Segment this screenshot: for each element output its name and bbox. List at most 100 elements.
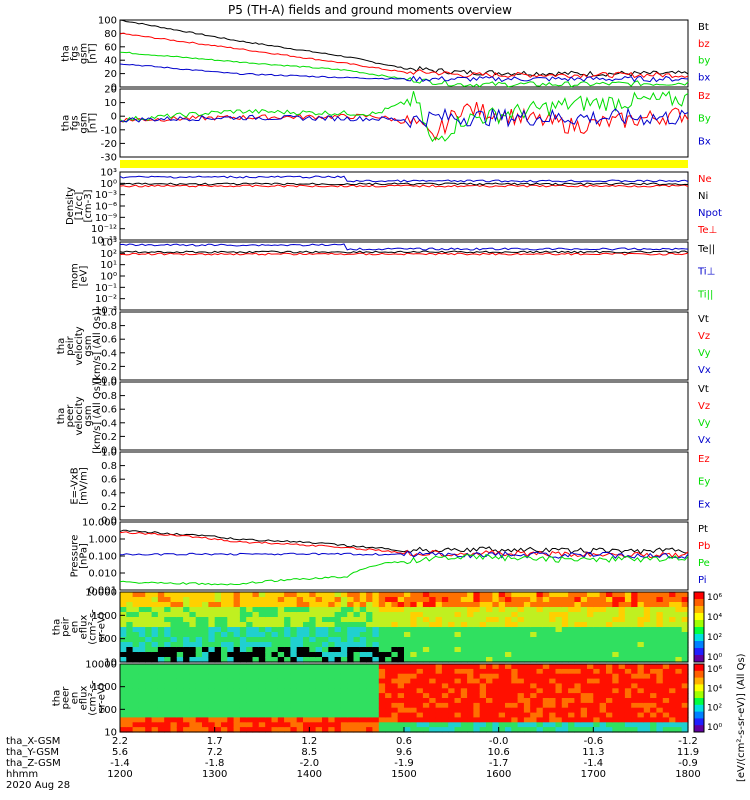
series-bx: [119, 63, 689, 83]
heatmap-cell: [151, 592, 159, 598]
heatmap-cell: [265, 698, 273, 704]
heatmap-cell: [164, 612, 172, 618]
heatmap-cell: [681, 597, 689, 603]
heatmap-cell: [296, 617, 304, 623]
heatmap-cell: [296, 597, 304, 603]
heatmap-cell: [195, 652, 203, 658]
heatmap-cell: [378, 673, 386, 680]
heatmap-cell: [467, 678, 474, 685]
heatmap-cell: [246, 637, 254, 643]
heatmap-cell: [328, 622, 336, 628]
heatmap-cell: [435, 678, 443, 685]
heatmap-cell: [303, 727, 310, 733]
heatmap-cell: [624, 712, 632, 719]
heatmap-cell: [681, 698, 689, 704]
heatmap-cell: [353, 688, 361, 694]
heatmap-cell: [214, 722, 222, 728]
heatmap-cell: [448, 717, 456, 723]
heatmap-cell: [486, 632, 493, 638]
heatmap-cell: [593, 657, 601, 663]
heatmap-cell: [631, 597, 639, 603]
heatmap-cell: [378, 647, 386, 653]
heatmap-cell: [530, 602, 538, 608]
heatmap-cell: [542, 622, 550, 628]
heatmap-cell: [618, 627, 626, 633]
heatmap-cell: [378, 602, 386, 608]
heatmap-cell: [176, 693, 184, 699]
ylabel-line: gsm: [83, 335, 94, 356]
heatmap-cell: [385, 647, 392, 653]
heatmap-cell: [340, 622, 348, 628]
heatmap-cell: [252, 612, 260, 618]
heatmap-cell: [120, 702, 127, 709]
heatmap-cell: [486, 683, 493, 689]
heatmap-cell: [435, 673, 443, 680]
heatmap-cell: [505, 657, 512, 663]
ylabel-line: peir: [61, 616, 72, 636]
heatmap-cell: [290, 642, 298, 648]
heatmap-cell: [397, 717, 405, 723]
heatmap-cell: [233, 642, 241, 648]
heatmap-cell: [385, 612, 392, 618]
heatmap-cell: [347, 673, 355, 680]
heatmap-cell: [176, 712, 184, 719]
heatmap-cell: [315, 702, 323, 709]
heatmap-cell: [277, 642, 285, 648]
heatmap-cell: [479, 637, 487, 643]
heatmap-cell: [662, 607, 670, 613]
heatmap-cell: [454, 637, 462, 643]
series-Pb: [119, 531, 689, 559]
heatmap-cell: [303, 712, 310, 719]
heatmap-cell: [441, 602, 449, 608]
ylabel-line: tha: [56, 408, 67, 424]
ytick-label: 100: [98, 634, 117, 645]
heatmap-cell: [467, 722, 474, 728]
heatmap-cell: [568, 597, 575, 603]
heatmap-cell: [454, 693, 462, 699]
heatmap-cell: [170, 632, 178, 638]
heatmap-cell: [580, 702, 588, 709]
heatmap-cell: [542, 673, 550, 680]
heatmap-cell: [208, 602, 216, 608]
heatmap-cell: [309, 712, 317, 719]
heatmap-cell: [164, 707, 172, 714]
panel-pressure: 10.0001.0000.1000.0100.001Pressure[nPa]P…: [70, 518, 711, 597]
heatmap-cell: [681, 637, 689, 643]
heatmap-cell: [460, 652, 468, 658]
heatmap-cell: [681, 632, 689, 638]
heatmap-cell: [391, 622, 399, 628]
heatmap-cell: [542, 597, 550, 603]
heatmap-cell: [561, 722, 569, 728]
heatmap-cell: [479, 622, 487, 628]
heatmap-cell: [126, 722, 134, 728]
heatmap-cell: [606, 617, 613, 623]
heatmap-cell: [366, 657, 373, 663]
heatmap-cell: [340, 647, 348, 653]
heatmap-cell: [416, 717, 424, 723]
heatmap-cell: [669, 602, 676, 608]
ytick-label: 10⁻¹⁵: [91, 236, 117, 247]
heatmap-cell: [549, 698, 557, 704]
heatmap-cell: [568, 668, 575, 675]
heatmap-cell: [523, 698, 531, 704]
ytick-label: 1.0: [101, 378, 117, 389]
heatmap-cell: [164, 668, 172, 675]
heatmap-cell: [624, 693, 632, 699]
heatmap-cell: [618, 657, 626, 663]
x-axis-labels: tha_X-GSM tha_Y-GSM tha_Z-GSM hhmm 2020 …: [6, 736, 701, 791]
heatmap-cell: [334, 602, 342, 608]
heatmap-cell: [290, 597, 298, 603]
heatmap-cell: [208, 627, 216, 633]
heatmap-cell: [637, 722, 645, 728]
heatmap-cell: [353, 632, 361, 638]
heatmap-cell: [675, 627, 683, 633]
heatmap-cell: [271, 673, 279, 680]
heatmap-cell: [233, 627, 241, 633]
heatmap-cell: [309, 707, 317, 714]
heatmap-cell: [372, 597, 380, 603]
heatmap-cell: [328, 632, 336, 638]
heatmap-cell: [164, 652, 172, 658]
heatmap-cell: [145, 702, 153, 709]
heatmap-cell: [221, 642, 228, 648]
